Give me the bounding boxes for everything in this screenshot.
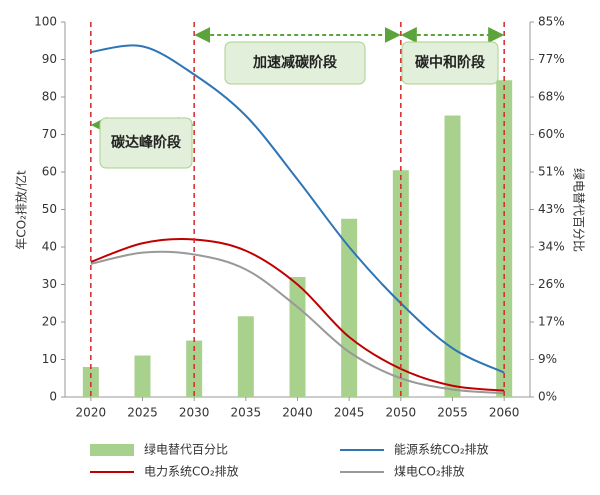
stage-box <box>99 117 193 169</box>
y2-axis-label: 绿电替代百分比 <box>572 168 587 252</box>
bar <box>289 277 306 397</box>
y-tick-label: 10 <box>42 352 57 366</box>
y-tick-label: 100 <box>34 15 57 29</box>
y2-tick-label: 26% <box>538 277 565 291</box>
legend-label: 绿电替代百分比 <box>144 442 228 457</box>
y-tick-label: 0 <box>49 390 57 404</box>
stage-label: 碳中和阶段 <box>415 54 485 71</box>
stage-label: 碳达峰阶段 <box>111 134 181 151</box>
stage-label: 加速减碳阶段 <box>252 54 337 71</box>
y2-tick-label: 60% <box>538 127 565 141</box>
x-tick-label: 2030 <box>179 406 210 420</box>
y2-tick-label: 68% <box>538 90 565 104</box>
legend-label: 煤电CO₂排放 <box>394 464 465 479</box>
legend-label: 能源系统CO₂排放 <box>394 442 489 457</box>
y-tick-label: 40 <box>42 240 57 254</box>
stage-box <box>224 41 366 85</box>
y2-tick-label: 0% <box>538 390 557 404</box>
x-tick-label: 2025 <box>127 406 158 420</box>
y-tick-label: 30 <box>42 277 57 291</box>
line <box>90 44 505 374</box>
legend-swatch <box>90 444 134 456</box>
bar <box>444 115 461 397</box>
x-tick-label: 2050 <box>386 406 417 420</box>
x-tick-label: 2045 <box>334 406 365 420</box>
y2-tick-label: 9% <box>538 352 557 366</box>
y-tick-label: 50 <box>42 202 57 216</box>
bar <box>341 218 358 397</box>
y2-tick-label: 17% <box>538 315 565 329</box>
x-tick-label: 2055 <box>437 406 468 420</box>
y-tick-label: 20 <box>42 315 57 329</box>
legend-label: 电力系统CO₂排放 <box>144 464 239 479</box>
x-tick-label: 2020 <box>76 406 107 420</box>
y-tick-label: 70 <box>42 127 57 141</box>
line <box>90 250 505 395</box>
line <box>90 238 505 392</box>
y2-tick-label: 43% <box>538 202 565 216</box>
y2-tick-label: 77% <box>538 52 565 66</box>
y-tick-label: 60 <box>42 165 57 179</box>
y-axis-label: 年CO₂排放/亿t <box>14 170 29 250</box>
y2-tick-label: 34% <box>538 240 565 254</box>
stage-box <box>401 41 499 85</box>
y2-tick-label: 85% <box>538 15 565 29</box>
x-tick-label: 2035 <box>231 406 262 420</box>
x-tick-label: 2040 <box>282 406 313 420</box>
bar <box>134 355 151 397</box>
x-tick-label: 2060 <box>489 406 520 420</box>
bar <box>237 316 254 397</box>
y-tick-label: 90 <box>42 52 57 66</box>
y2-tick-label: 51% <box>538 165 565 179</box>
y-tick-label: 80 <box>42 90 57 104</box>
